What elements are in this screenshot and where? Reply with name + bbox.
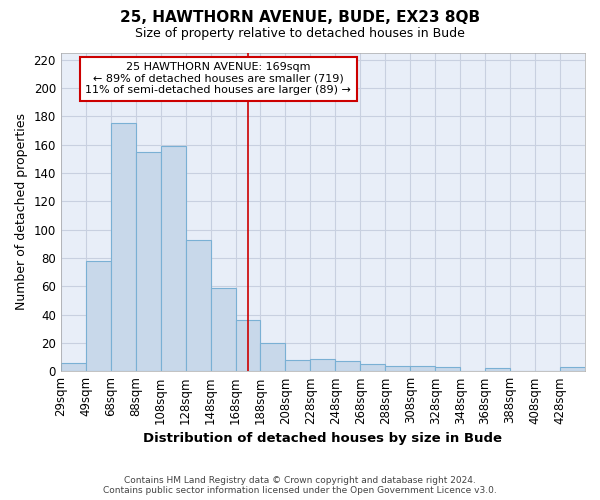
Bar bbox=[236, 320, 260, 372]
Bar bbox=[61, 363, 86, 372]
Text: 25, HAWTHORN AVENUE, BUDE, EX23 8QB: 25, HAWTHORN AVENUE, BUDE, EX23 8QB bbox=[120, 10, 480, 25]
Y-axis label: Number of detached properties: Number of detached properties bbox=[15, 114, 28, 310]
Text: Contains HM Land Registry data © Crown copyright and database right 2024.
Contai: Contains HM Land Registry data © Crown c… bbox=[103, 476, 497, 495]
Bar bbox=[286, 360, 310, 372]
Bar bbox=[211, 288, 236, 372]
Bar bbox=[385, 366, 410, 372]
Bar bbox=[86, 261, 111, 372]
Bar bbox=[560, 367, 585, 372]
Bar bbox=[361, 364, 385, 372]
X-axis label: Distribution of detached houses by size in Bude: Distribution of detached houses by size … bbox=[143, 432, 502, 445]
Bar bbox=[410, 366, 435, 372]
Text: Size of property relative to detached houses in Bude: Size of property relative to detached ho… bbox=[135, 28, 465, 40]
Bar bbox=[136, 152, 161, 372]
Bar bbox=[435, 367, 460, 372]
Bar bbox=[185, 240, 211, 372]
Bar bbox=[260, 343, 286, 372]
Bar bbox=[310, 358, 335, 372]
Text: 25 HAWTHORN AVENUE: 169sqm
← 89% of detached houses are smaller (719)
11% of sem: 25 HAWTHORN AVENUE: 169sqm ← 89% of deta… bbox=[85, 62, 351, 96]
Bar bbox=[161, 146, 185, 372]
Bar bbox=[111, 124, 136, 372]
Bar bbox=[485, 368, 510, 372]
Bar bbox=[335, 362, 361, 372]
